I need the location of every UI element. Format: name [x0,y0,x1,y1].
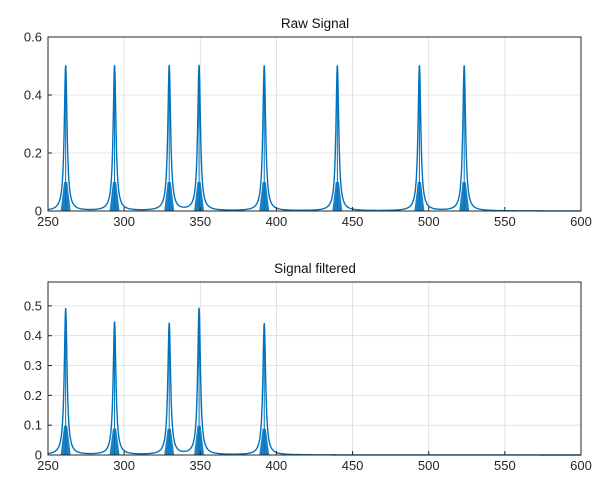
x-tick-label: 350 [189,214,211,229]
x-tick-label: 450 [342,214,364,229]
y-tick-label: 0.3 [24,358,42,373]
x-tick-label: 250 [37,214,59,229]
peak-base [332,182,343,211]
peak-base [109,428,120,455]
x-tick-label: 300 [113,458,135,473]
y-tick-label: 0.4 [24,88,42,103]
y-tick-label: 0 [35,448,42,463]
x-tick-label: 550 [494,214,516,229]
peak-base [259,428,270,455]
chart-title: Signal filtered [274,261,356,276]
x-tick-label: 600 [570,214,592,229]
peak-base [259,182,270,211]
y-tick-label: 0.4 [24,328,42,343]
x-tick-label: 500 [418,458,440,473]
y-tick-label: 0.2 [24,146,42,161]
peak-base [109,182,120,211]
x-tick-label: 550 [494,458,516,473]
plot-area [47,36,582,212]
y-tick-label: 0.6 [24,30,42,45]
y-tick-label: 0 [35,204,42,219]
axes-frame [47,36,582,212]
peak-base [60,182,71,211]
peak-base [164,428,175,455]
series-raw-signal [47,64,582,212]
x-tick-label: 400 [266,214,288,229]
x-tick-label: 400 [266,458,288,473]
x-tick-label: 450 [342,458,364,473]
peak-base [459,182,470,211]
plot-area [47,281,582,456]
series-line [47,64,582,212]
y-tick-label: 0.1 [24,418,42,433]
x-tick-label: 350 [189,458,211,473]
x-tick-label: 500 [418,214,440,229]
grid [48,282,581,455]
peak-base [194,182,205,211]
axes-frame [47,281,582,456]
tick-labels: 250 300 350 400 450 500 550 600 0 0.2 0.4 0.6 [24,30,592,230]
chart-title: Raw Signal [281,16,349,31]
peak-base [194,425,205,455]
signal-filtered-chart: Signal filtered 250 300 350 400 450 500 550 600… [24,261,592,473]
y-tick-label: 0.2 [24,388,42,403]
tick-labels: 250 300 350 400 450 500 550 600 0 0.1 0.2 0.3 0.4 0.5 [24,298,592,473]
x-tick-label: 250 [37,458,59,473]
raw-signal-chart: Raw Signal 250 300 350 400 450 500 550 600 0 0.2 0… [24,16,592,229]
x-tick-label: 300 [113,214,135,229]
grid [48,37,581,211]
peak-base [164,182,175,211]
peak-base [60,425,71,455]
peak-base [414,182,425,211]
x-tick-label: 600 [570,458,592,473]
y-tick-label: 0.5 [24,298,42,313]
